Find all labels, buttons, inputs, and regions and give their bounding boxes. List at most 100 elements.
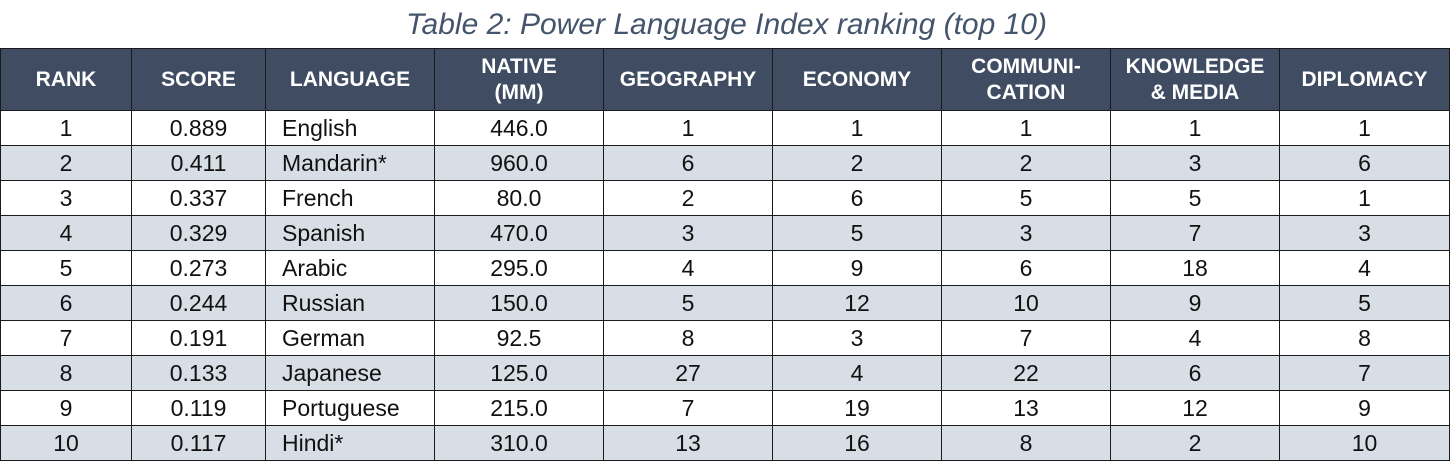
cell-geography: 6	[603, 145, 773, 181]
cell-economy: 1	[772, 110, 942, 146]
cell-communi-cation: 22	[941, 355, 1111, 391]
table-row: 1 0.889 English 446.0 1 1 1 1 1	[0, 110, 1450, 146]
cell-rank: 7	[0, 320, 132, 356]
cell-communi-cation: 10	[941, 285, 1111, 321]
cell-geography: 2	[603, 180, 773, 216]
table-row: 8 0.133 Japanese 125.0 27 4 22 6 7	[0, 355, 1450, 391]
cell-rank: 2	[0, 145, 132, 181]
cell-economy: 3	[772, 320, 942, 356]
cell-score: 0.889	[131, 110, 266, 146]
cell-communi-cation: 8	[941, 425, 1111, 461]
cell-score: 0.329	[131, 215, 266, 251]
cell-language: French	[265, 180, 435, 216]
cell-language: English	[265, 110, 435, 146]
cell-knowledge-media: 7	[1110, 215, 1280, 251]
cell-economy: 19	[772, 390, 942, 426]
table-row: 10 0.117 Hindi* 310.0 13 16 8 2 10	[0, 425, 1450, 461]
cell-diplomacy: 6	[1279, 145, 1450, 181]
column-header-geography: GEOGRAPHY	[603, 48, 773, 111]
cell-rank: 10	[0, 425, 132, 461]
cell-geography: 13	[603, 425, 773, 461]
cell-rank: 1	[0, 110, 132, 146]
cell-knowledge-media: 1	[1110, 110, 1280, 146]
table-row: 6 0.244 Russian 150.0 5 12 10 9 5	[0, 285, 1450, 321]
cell-diplomacy: 5	[1279, 285, 1450, 321]
cell-native-mm: 446.0	[434, 110, 604, 146]
cell-language: Arabic	[265, 250, 435, 286]
table-row: 3 0.337 French 80.0 2 6 5 5 1	[0, 180, 1450, 216]
cell-score: 0.133	[131, 355, 266, 391]
table-row: 2 0.411 Mandarin* 960.0 6 2 2 3 6	[0, 145, 1450, 181]
cell-language: Portuguese	[265, 390, 435, 426]
cell-diplomacy: 1	[1279, 180, 1450, 216]
column-header-score: SCORE	[131, 48, 266, 111]
cell-rank: 5	[0, 250, 132, 286]
cell-economy: 4	[772, 355, 942, 391]
cell-knowledge-media: 5	[1110, 180, 1280, 216]
cell-knowledge-media: 2	[1110, 425, 1280, 461]
cell-communi-cation: 13	[941, 390, 1111, 426]
cell-rank: 4	[0, 215, 132, 251]
table-row: 7 0.191 German 92.5 8 3 7 4 8	[0, 320, 1450, 356]
cell-diplomacy: 4	[1279, 250, 1450, 286]
cell-native-mm: 215.0	[434, 390, 604, 426]
cell-communi-cation: 1	[941, 110, 1111, 146]
cell-diplomacy: 9	[1279, 390, 1450, 426]
cell-economy: 16	[772, 425, 942, 461]
cell-score: 0.119	[131, 390, 266, 426]
cell-language: Mandarin*	[265, 145, 435, 181]
power-language-index-table: RANK SCORE LANGUAGE NATIVE (MM) GEOGRAPHY ECON…	[0, 48, 1450, 461]
cell-language: German	[265, 320, 435, 356]
cell-communi-cation: 6	[941, 250, 1111, 286]
cell-rank: 8	[0, 355, 132, 391]
cell-economy: 9	[772, 250, 942, 286]
cell-communi-cation: 5	[941, 180, 1111, 216]
cell-language: Japanese	[265, 355, 435, 391]
cell-geography: 5	[603, 285, 773, 321]
column-header-communi-cation: COMMUNI- CATION	[941, 48, 1111, 111]
column-header-native-mm: NATIVE (MM)	[434, 48, 604, 111]
cell-native-mm: 310.0	[434, 425, 604, 461]
cell-knowledge-media: 9	[1110, 285, 1280, 321]
cell-native-mm: 125.0	[434, 355, 604, 391]
cell-knowledge-media: 4	[1110, 320, 1280, 356]
cell-rank: 6	[0, 285, 132, 321]
cell-knowledge-media: 18	[1110, 250, 1280, 286]
cell-diplomacy: 3	[1279, 215, 1450, 251]
column-header-knowledge-media: KNOWLEDGE & MEDIA	[1110, 48, 1280, 111]
column-header-economy: ECONOMY	[772, 48, 942, 111]
cell-communi-cation: 7	[941, 320, 1111, 356]
table-caption: Table 2: Power Language Index ranking (t…	[405, 8, 1047, 41]
column-header-diplomacy: DIPLOMACY	[1279, 48, 1450, 111]
cell-diplomacy: 1	[1279, 110, 1450, 146]
cell-language: Spanish	[265, 215, 435, 251]
cell-score: 0.191	[131, 320, 266, 356]
cell-geography: 3	[603, 215, 773, 251]
cell-geography: 27	[603, 355, 773, 391]
cell-language: Russian	[265, 285, 435, 321]
cell-geography: 7	[603, 390, 773, 426]
cell-language: Hindi*	[265, 425, 435, 461]
cell-knowledge-media: 12	[1110, 390, 1280, 426]
cell-knowledge-media: 6	[1110, 355, 1280, 391]
cell-diplomacy: 7	[1279, 355, 1450, 391]
cell-native-mm: 80.0	[434, 180, 604, 216]
cell-geography: 4	[603, 250, 773, 286]
cell-geography: 8	[603, 320, 773, 356]
cell-native-mm: 295.0	[434, 250, 604, 286]
table-row: 9 0.119 Portuguese 215.0 7 19 13 12 9	[0, 390, 1450, 426]
cell-communi-cation: 2	[941, 145, 1111, 181]
cell-score: 0.337	[131, 180, 266, 216]
cell-diplomacy: 10	[1279, 425, 1450, 461]
cell-native-mm: 960.0	[434, 145, 604, 181]
cell-diplomacy: 8	[1279, 320, 1450, 356]
cell-economy: 5	[772, 215, 942, 251]
cell-score: 0.117	[131, 425, 266, 461]
column-header-rank: RANK	[0, 48, 132, 111]
cell-economy: 6	[772, 180, 942, 216]
cell-geography: 1	[603, 110, 773, 146]
header-row: RANK SCORE LANGUAGE NATIVE (MM) GEOGRAPHY ECON…	[0, 48, 1450, 111]
table-row: 5 0.273 Arabic 295.0 4 9 6 18 4	[0, 250, 1450, 286]
cell-communi-cation: 3	[941, 215, 1111, 251]
cell-knowledge-media: 3	[1110, 145, 1280, 181]
